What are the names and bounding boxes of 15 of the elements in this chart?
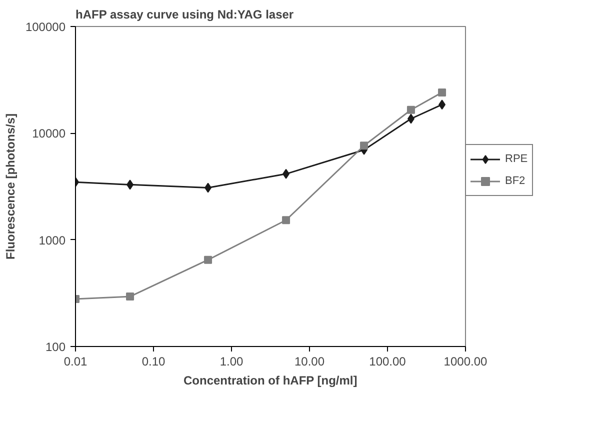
legend-label: BF2 [505,175,526,187]
x-tick-label: 100.00 [369,354,406,368]
x-tick-label: 0.10 [142,354,166,368]
y-tick-label: 1000 [38,233,66,248]
chart-title: hAFP assay curve using Nd:YAG laser [76,8,294,22]
x-axis-title: Concentration of hAFP [ng/ml] [184,374,358,388]
y-tick-label: 100000 [25,20,66,34]
x-tick-label: 1.00 [220,354,244,368]
legend-label: RPE [505,153,528,165]
y-tick-label: 100 [45,340,66,354]
y-axis-title: Fluorescence [photons/s] [3,113,18,260]
x-tick-label: 0.01 [64,354,88,368]
y-tick-label: 10000 [32,126,66,141]
x-tick-label: 1000.00 [444,354,488,368]
x-tick-label: 10.00 [294,354,325,368]
